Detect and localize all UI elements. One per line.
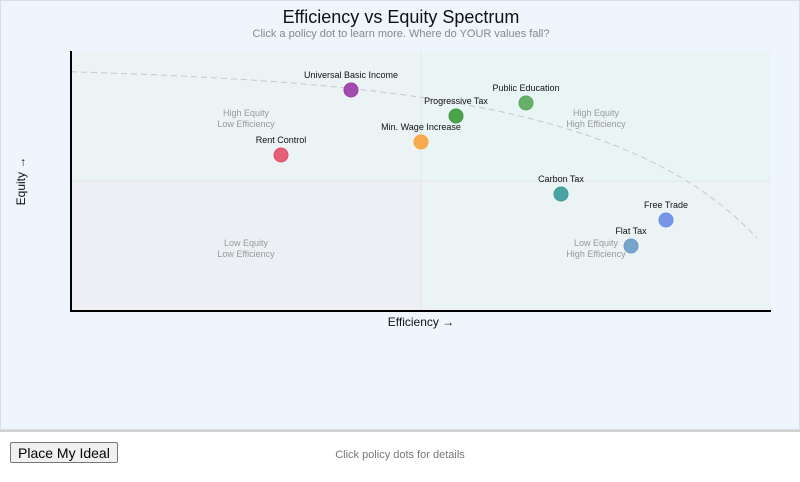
policy-label[interactable]: Rent Control: [256, 135, 307, 145]
quadrant-label: Low Efficiency: [217, 119, 275, 129]
policy-label[interactable]: Flat Tax: [615, 226, 647, 236]
policy-dot[interactable]: [343, 82, 359, 98]
policy-dot[interactable]: [448, 108, 464, 124]
chart-container: Efficiency vs Equity Spectrum Click a po…: [0, 0, 800, 430]
policy-dot[interactable]: [623, 238, 639, 254]
quadrant-high-equity-low-efficiency: [71, 51, 421, 181]
quadrant-label: High Equity: [573, 108, 620, 118]
quadrant-label: High Efficiency: [566, 249, 626, 259]
policy-label[interactable]: Min. Wage Increase: [381, 122, 461, 132]
y-axis-label: Equity →: [14, 157, 28, 206]
chart-subtitle: Click a policy dot to learn more. Where …: [252, 28, 550, 40]
policy-label[interactable]: Public Education: [492, 83, 559, 93]
chart-title: Efficiency vs Equity Spectrum: [282, 7, 520, 27]
quadrant-label: High Efficiency: [566, 119, 626, 129]
quadrant-label: High Equity: [223, 108, 270, 118]
policy-dot[interactable]: [658, 212, 674, 228]
x-axis-label: Efficiency →: [388, 315, 454, 329]
quadrant-label: Low Efficiency: [217, 249, 275, 259]
frontier-curve: [70, 71, 758, 239]
status-text: Click policy dots for details: [335, 449, 465, 461]
policy-dot[interactable]: [553, 186, 569, 202]
quadrant-label: Low Equity: [224, 238, 269, 248]
policy-dot[interactable]: [518, 95, 534, 111]
policy-dot[interactable]: [273, 147, 289, 163]
policy-dot[interactable]: [413, 134, 429, 150]
quadrant-low-equity-low-efficiency: [71, 181, 421, 311]
quadrant-label: Low Equity: [574, 238, 619, 248]
policy-label[interactable]: Free Trade: [644, 200, 688, 210]
policy-label[interactable]: Progressive Tax: [424, 96, 488, 106]
control-bar: Place My Ideal Click policy dots for det…: [0, 430, 800, 482]
place-my-ideal-button[interactable]: Place My Ideal: [10, 442, 118, 463]
policy-label[interactable]: Carbon Tax: [538, 174, 584, 184]
quadrant-low-equity-high-efficiency: [421, 181, 771, 311]
quadrant-high-equity-high-efficiency: [421, 51, 771, 181]
policy-label[interactable]: Universal Basic Income: [304, 70, 398, 80]
